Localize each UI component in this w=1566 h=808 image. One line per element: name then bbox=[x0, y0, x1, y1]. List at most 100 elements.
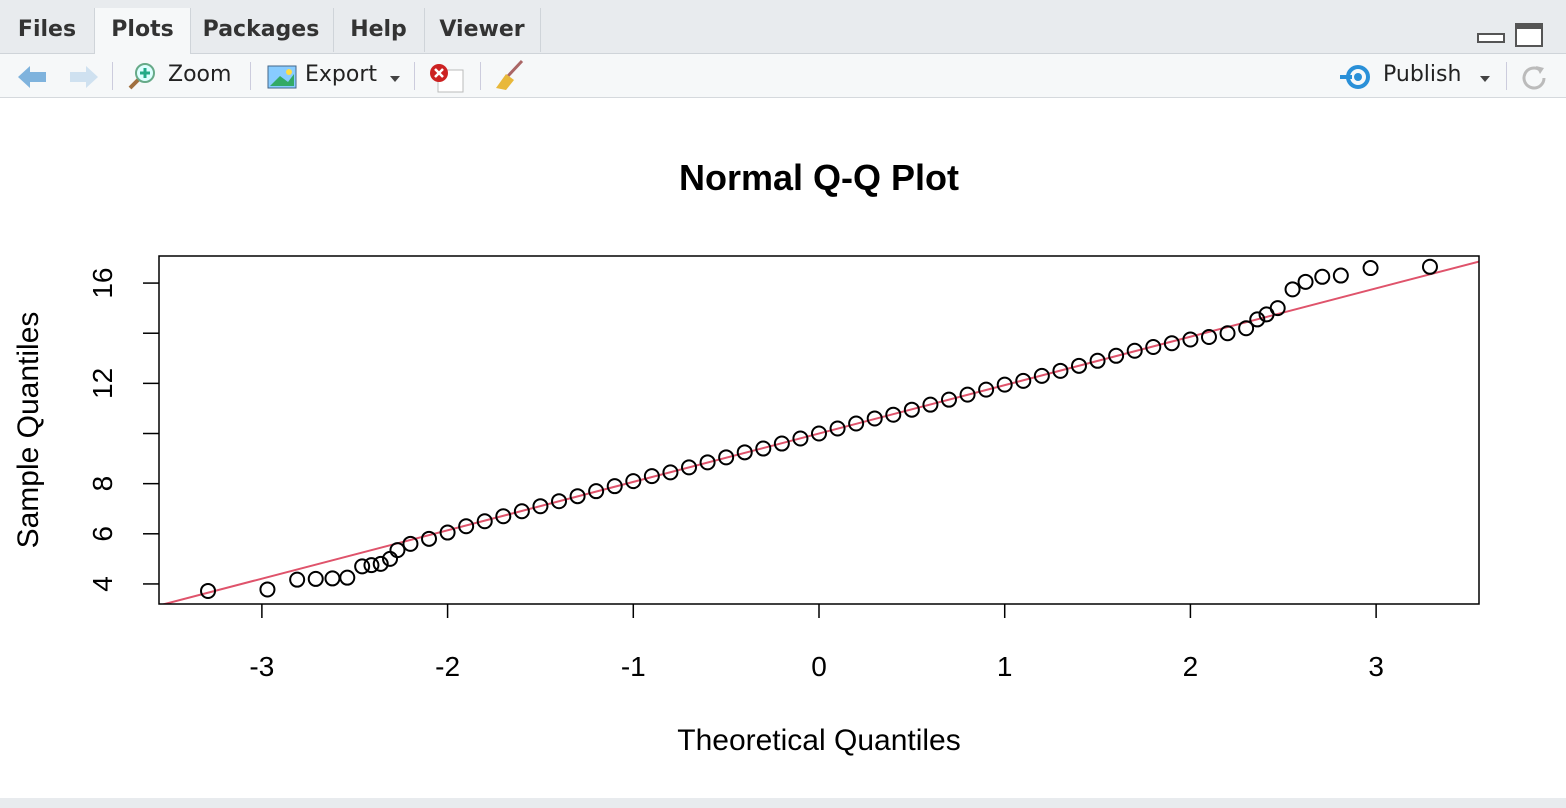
point bbox=[903, 401, 920, 418]
export-icon[interactable] bbox=[262, 64, 298, 90]
point bbox=[339, 569, 356, 586]
point bbox=[1052, 362, 1069, 379]
point bbox=[1269, 300, 1286, 317]
publish-button[interactable]: Publish bbox=[1383, 62, 1462, 87]
export-caret[interactable] bbox=[388, 74, 402, 84]
point bbox=[259, 581, 276, 598]
point bbox=[1297, 273, 1314, 290]
x-tick-label: 1 bbox=[997, 651, 1013, 682]
point bbox=[662, 464, 679, 481]
nav-arrows[interactable] bbox=[16, 64, 106, 90]
point bbox=[755, 440, 772, 457]
point bbox=[1362, 260, 1379, 277]
point bbox=[1182, 331, 1199, 348]
x-tick-label: 0 bbox=[811, 651, 827, 682]
remove-plot[interactable] bbox=[428, 62, 468, 94]
point bbox=[625, 473, 642, 490]
point bbox=[1033, 367, 1050, 384]
tab[interactable]: Help bbox=[333, 8, 425, 52]
point bbox=[829, 420, 846, 437]
point bbox=[372, 555, 389, 572]
point bbox=[959, 386, 976, 403]
x-tick-label: 2 bbox=[1183, 651, 1199, 682]
window-controls[interactable] bbox=[1476, 22, 1546, 48]
chart-title: Normal Q-Q Plot bbox=[679, 157, 959, 198]
point bbox=[569, 488, 586, 505]
point bbox=[476, 513, 493, 530]
x-tick-label: -2 bbox=[435, 651, 460, 682]
point bbox=[402, 535, 419, 552]
tab[interactable]: Packages bbox=[189, 8, 334, 52]
point bbox=[996, 376, 1013, 393]
plot-frame bbox=[158, 255, 1480, 605]
point bbox=[1332, 267, 1349, 284]
point bbox=[885, 406, 902, 423]
point bbox=[773, 435, 790, 452]
point bbox=[200, 582, 217, 599]
tab[interactable]: Files bbox=[0, 8, 95, 52]
y-tick-label: 8 bbox=[87, 476, 118, 492]
point bbox=[811, 425, 827, 442]
y-tick-label: 12 bbox=[87, 368, 118, 399]
point bbox=[1284, 281, 1301, 298]
point bbox=[1015, 372, 1032, 389]
point bbox=[643, 468, 660, 485]
point bbox=[681, 459, 698, 476]
point bbox=[458, 518, 475, 535]
point bbox=[1219, 325, 1236, 342]
tab-bar: Files Plots Packages Help Viewer bbox=[0, 0, 1566, 54]
point bbox=[1249, 311, 1266, 328]
point bbox=[1238, 320, 1255, 337]
point bbox=[307, 570, 324, 587]
y-tick-label: 6 bbox=[87, 526, 118, 542]
zoom-icon[interactable] bbox=[126, 62, 158, 92]
point bbox=[940, 391, 957, 408]
point bbox=[792, 430, 809, 447]
point bbox=[363, 557, 380, 574]
point bbox=[588, 483, 605, 500]
reference-line bbox=[160, 260, 1479, 604]
point bbox=[532, 498, 549, 515]
point bbox=[718, 449, 735, 466]
point bbox=[1070, 357, 1087, 374]
publish-caret[interactable] bbox=[1478, 74, 1492, 84]
point bbox=[922, 396, 939, 413]
x-tick-label: -1 bbox=[621, 651, 646, 682]
tab[interactable]: Plots bbox=[94, 8, 191, 54]
point bbox=[606, 478, 623, 495]
point bbox=[1126, 342, 1143, 359]
point bbox=[1145, 339, 1162, 356]
point bbox=[1314, 268, 1331, 285]
y-tick-label: 16 bbox=[87, 267, 118, 298]
point bbox=[736, 444, 753, 461]
y-axis-label: Sample Quantiles bbox=[12, 312, 45, 549]
x-tick-label: 3 bbox=[1368, 651, 1384, 682]
point bbox=[1200, 328, 1217, 345]
point bbox=[439, 524, 456, 541]
zoom-button[interactable]: Zoom bbox=[168, 62, 232, 87]
point bbox=[1163, 335, 1180, 352]
export-button[interactable]: Export bbox=[305, 62, 378, 87]
point bbox=[866, 410, 883, 427]
y-tick-label: 4 bbox=[87, 576, 118, 592]
refresh[interactable] bbox=[1518, 62, 1550, 92]
point bbox=[421, 530, 438, 547]
point bbox=[848, 415, 865, 432]
pane-footer bbox=[0, 798, 1566, 808]
point bbox=[978, 381, 995, 398]
clear-all[interactable] bbox=[492, 58, 526, 92]
point bbox=[513, 503, 530, 520]
x-tick-label: -3 bbox=[249, 651, 274, 682]
tab[interactable]: Viewer bbox=[424, 8, 541, 52]
point bbox=[289, 571, 306, 588]
point bbox=[389, 542, 406, 559]
point bbox=[1108, 347, 1125, 364]
plot-area: Normal Q-Q Plot Theoretical Quantiles Samp… bbox=[12, 157, 1480, 757]
point bbox=[324, 570, 341, 587]
publish-icon[interactable] bbox=[1340, 64, 1376, 90]
point bbox=[551, 493, 568, 510]
point bbox=[1089, 352, 1106, 369]
point bbox=[354, 558, 371, 575]
x-axis-label: Theoretical Quantiles bbox=[677, 724, 960, 757]
